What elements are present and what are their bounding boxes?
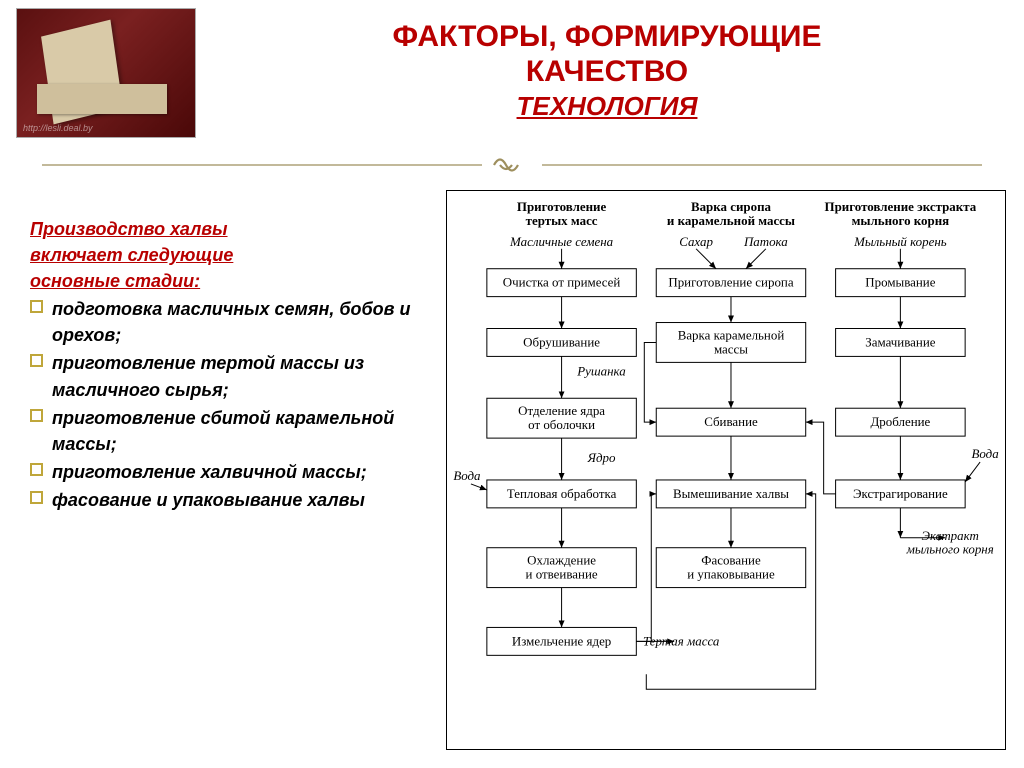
process-flowchart: Приготовлениетертых масс Варка сиропаи к… (446, 190, 1006, 750)
c1b1: Очистка от примесей (503, 275, 621, 290)
c2b4: Вымешивание халвы (673, 486, 789, 501)
c1-output: Тертая масса (643, 633, 719, 648)
c1b4: Тепловая обработка (507, 486, 617, 501)
col2-header: Варка сиропаи карамельной массы (667, 199, 795, 228)
col1-input: Масличные семена (509, 234, 613, 249)
slide-title: ФАКТОРЫ, ФОРМИРУЮЩИЕ КАЧЕСТВО ТЕХНОЛОГИЯ (210, 20, 1004, 122)
col2-input-r: Патока (743, 234, 788, 249)
stage-text: приготовление сбитой карамельной массы; (52, 408, 394, 454)
stage-text: фасование и упаковывание халвы (52, 490, 365, 510)
c1-yadro: Ядро (586, 450, 616, 465)
c3b1: Промывание (865, 275, 935, 290)
title-line2: КАЧЕСТВО (210, 55, 1004, 90)
c3b4: Экстрагирование (853, 486, 948, 501)
c1b6: Измельчение ядер (512, 633, 611, 648)
photo-watermark: http://lesli.deal.by (23, 123, 93, 133)
c1b3: Отделение ядраот оболочки (518, 403, 605, 432)
bullet-icon (30, 354, 43, 367)
c2b3: Сбивание (704, 414, 758, 429)
c2b1: Приготовление сиропа (668, 275, 793, 290)
stages-panel: Производство халвы включает следующие ос… (30, 216, 430, 515)
col3-header: Приготовление экстрактамыльного корня (825, 199, 977, 228)
col1-header: Приготовлениетертых масс (517, 199, 607, 228)
stage-item: подготовка масличных семян, бобов и орех… (30, 296, 430, 348)
stage-text: подготовка масличных семян, бобов и орех… (52, 299, 411, 345)
c1b2: Обрушивание (523, 334, 600, 349)
c3-out: Экстрактмыльного корня (906, 528, 994, 557)
bullet-icon (30, 491, 43, 504)
c1-voda: Вода (453, 468, 480, 483)
product-photo: http://lesli.deal.by (16, 8, 196, 138)
divider-flourish (42, 150, 982, 180)
stage-text: приготовление тертой массы из масличного… (52, 353, 364, 399)
c1-rushanka: Рушанка (576, 363, 626, 378)
c3-voda: Вода (971, 446, 998, 461)
title-sub: ТЕХНОЛОГИЯ (210, 91, 1004, 122)
stage-item: приготовление халвичной массы; (30, 459, 430, 485)
stages-list: подготовка масличных семян, бобов и орех… (30, 296, 430, 513)
c1b5: Охлаждениеи отвеивание (526, 553, 598, 582)
bullet-icon (30, 300, 43, 313)
bullet-icon (30, 409, 43, 422)
col2-input-l: Сахар (679, 234, 713, 249)
c3b3: Дробление (870, 414, 930, 429)
c3b2: Замачивание (865, 334, 936, 349)
stages-heading-l1: Производство халвы (30, 216, 430, 242)
stages-heading-l2: включает следующие (30, 242, 430, 268)
stage-item: приготовление тертой массы из масличного… (30, 350, 430, 402)
bullet-icon (30, 463, 43, 476)
col3-input: Мыльный корень (853, 234, 947, 249)
stage-item: приготовление сбитой карамельной массы; (30, 405, 430, 457)
title-line1: ФАКТОРЫ, ФОРМИРУЮЩИЕ (210, 20, 1004, 55)
stage-item: фасование и упаковывание халвы (30, 487, 430, 513)
stage-text: приготовление халвичной массы; (52, 462, 367, 482)
stages-heading-l3: основные стадии: (30, 268, 430, 294)
